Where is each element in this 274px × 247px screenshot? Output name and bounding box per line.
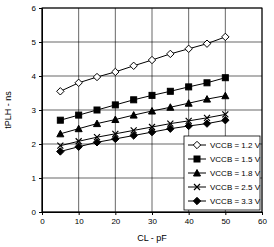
series-marker bbox=[222, 33, 229, 40]
y-tick: 2 bbox=[32, 140, 42, 149]
x-tick-label: 60 bbox=[258, 217, 267, 226]
series-marker bbox=[148, 56, 155, 63]
y-tick-label: 1 bbox=[32, 174, 37, 183]
series-marker bbox=[112, 102, 118, 108]
series-marker bbox=[204, 96, 211, 103]
series-line bbox=[60, 37, 225, 91]
x-tick-label: 40 bbox=[185, 217, 194, 226]
series-marker bbox=[203, 40, 210, 47]
x-axis: 0 10 20 30 40 50 60 bbox=[40, 212, 267, 226]
x-tick: 60 bbox=[258, 212, 267, 226]
y-tick: 3 bbox=[32, 106, 42, 115]
x-tick: 0 bbox=[40, 212, 45, 226]
series-marker bbox=[75, 79, 82, 86]
legend-marker bbox=[194, 156, 200, 162]
series-line bbox=[60, 78, 225, 121]
legend-box bbox=[184, 136, 260, 210]
legend-marker bbox=[193, 197, 200, 204]
y-tick: 0 bbox=[32, 208, 42, 217]
y-tick-label: 2 bbox=[32, 140, 37, 149]
x-tick-label: 30 bbox=[148, 217, 157, 226]
legend-label: VCCB = 1.5 V bbox=[210, 155, 261, 164]
grid bbox=[42, 8, 262, 212]
legend-label: VCCB = 1.8 V bbox=[210, 169, 261, 178]
series-marker bbox=[222, 92, 229, 99]
series-marker bbox=[94, 120, 101, 127]
legend-marker bbox=[194, 170, 201, 177]
chart: 01020304050600123456VCCB = 1.2 VVCCB = 1… bbox=[0, 0, 274, 247]
series-marker bbox=[167, 104, 174, 111]
series-marker bbox=[149, 108, 156, 115]
y-tick: 5 bbox=[32, 38, 42, 47]
grid-line-y bbox=[42, 76, 262, 77]
plot: 01020304050600123456VCCB = 1.2 VVCCB = 1… bbox=[32, 4, 268, 226]
y-tick-label: 3 bbox=[32, 106, 37, 115]
series-marker bbox=[222, 117, 229, 124]
legend-label: VCCB = 2.5 V bbox=[210, 183, 261, 192]
series-marker bbox=[130, 62, 137, 69]
y-tick-label: 0 bbox=[32, 208, 37, 217]
x-tick: 10 bbox=[75, 212, 84, 226]
y-tick: 4 bbox=[32, 72, 42, 81]
series-marker bbox=[75, 125, 82, 132]
series-marker bbox=[185, 122, 192, 129]
series-marker bbox=[112, 135, 119, 142]
series-marker bbox=[185, 100, 192, 107]
y-axis-title: tPLH - ns bbox=[3, 91, 13, 129]
series-marker bbox=[57, 148, 64, 155]
series-marker bbox=[93, 139, 100, 146]
series-marker bbox=[112, 116, 119, 123]
series-marker bbox=[112, 68, 119, 75]
x-axis-line bbox=[43, 213, 263, 216]
series-marker bbox=[57, 117, 63, 123]
legend-marker bbox=[194, 184, 200, 190]
x-tick-label: 0 bbox=[40, 217, 45, 226]
series-marker bbox=[75, 143, 82, 150]
x-tick-label: 50 bbox=[221, 217, 230, 226]
series-marker bbox=[57, 130, 64, 137]
x-tick: 40 bbox=[185, 212, 194, 226]
series-marker bbox=[148, 128, 155, 135]
y-tick: 6 bbox=[32, 4, 42, 13]
x-tick: 20 bbox=[111, 212, 120, 226]
series-marker bbox=[149, 92, 155, 98]
series-marker bbox=[203, 120, 210, 127]
series-marker bbox=[167, 125, 174, 132]
series-marker bbox=[167, 50, 174, 57]
series-marker bbox=[167, 88, 173, 94]
series-marker bbox=[204, 80, 210, 86]
series-marker bbox=[130, 132, 137, 139]
series-marker bbox=[94, 107, 100, 113]
legend-label: VCCB = 3.3 V bbox=[210, 197, 261, 206]
x-tick-label: 10 bbox=[75, 217, 84, 226]
series-marker bbox=[186, 84, 192, 90]
x-axis-title: CL - pF bbox=[137, 233, 167, 243]
y-tick-label: 4 bbox=[32, 72, 37, 81]
series-marker bbox=[131, 97, 137, 103]
legend: VCCB = 1.2 V VCCB = 1.5 V VCCB = 1.8 V VCCB… bbox=[184, 136, 261, 210]
series-marker bbox=[57, 88, 64, 95]
legend-label: VCCB = 1.2 V bbox=[210, 141, 261, 150]
x-tick: 50 bbox=[221, 212, 230, 226]
series-marker bbox=[93, 73, 100, 80]
y-tick-label: 5 bbox=[32, 38, 37, 47]
series-marker bbox=[76, 112, 82, 118]
series-line bbox=[60, 96, 225, 134]
y-axis: 0 1 2 3 4 5 6 bbox=[32, 4, 43, 217]
series-marker bbox=[130, 112, 137, 119]
series-marker bbox=[185, 45, 192, 52]
y-tick: 1 bbox=[32, 174, 42, 183]
series-marker bbox=[222, 75, 228, 81]
x-tick-label: 20 bbox=[111, 217, 120, 226]
y-tick-label: 6 bbox=[32, 4, 37, 13]
plot-frame bbox=[42, 8, 262, 212]
legend-marker bbox=[193, 141, 200, 148]
x-tick: 30 bbox=[148, 212, 157, 226]
grid-line-y bbox=[42, 42, 262, 43]
